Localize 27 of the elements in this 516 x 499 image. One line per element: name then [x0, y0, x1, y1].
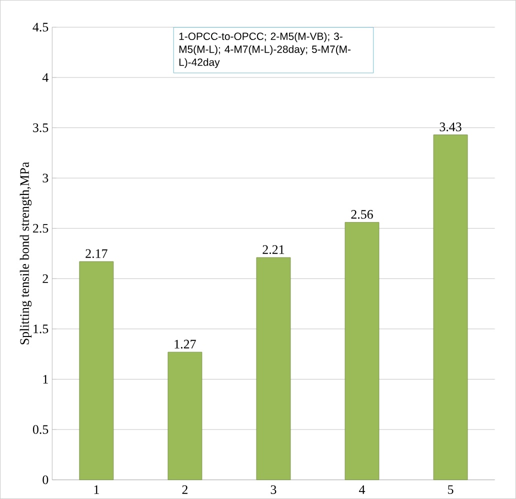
- data-label: 1.27: [174, 340, 196, 349]
- y-tick-label: 4.5: [32, 22, 48, 32]
- x-tick-label: 2: [182, 485, 188, 494]
- y-tick-label: 3: [42, 174, 48, 182]
- x-tick-label: 1: [94, 485, 99, 494]
- data-label: 2.17: [86, 249, 108, 258]
- y-axis-title: Splitting tensile bond strength,MPa: [20, 162, 32, 344]
- bar: [256, 257, 291, 480]
- data-label: 2.21: [262, 245, 284, 254]
- x-tick-label: 5: [448, 485, 454, 494]
- x-tick-label: 3: [270, 485, 276, 494]
- y-tick-label: 0: [42, 475, 48, 484]
- y-tick-label: 0.5: [32, 425, 48, 434]
- y-tick-label: 3.5: [33, 123, 48, 132]
- x-tick-label: 4: [359, 485, 366, 494]
- y-tick-label: 2.5: [33, 224, 48, 233]
- y-tick-label: 1: [43, 374, 48, 384]
- y-tick-label: 4: [42, 73, 48, 82]
- bar: [433, 134, 468, 480]
- bar: [79, 261, 114, 480]
- data-label: 2.56: [351, 210, 373, 219]
- bar: [344, 222, 380, 480]
- bar: [168, 352, 202, 480]
- y-tick-label: 2: [42, 274, 48, 283]
- annotation: 1-OPCC-to-OPCC; 2-M5(M-VB); 3-M5(M-L); 4-M7(M-L)-28day; 5-M7(M-L)-42day: [179, 32, 351, 68]
- data-label: 3.43: [440, 122, 462, 132]
- y-tick-label: 1.5: [34, 324, 48, 334]
